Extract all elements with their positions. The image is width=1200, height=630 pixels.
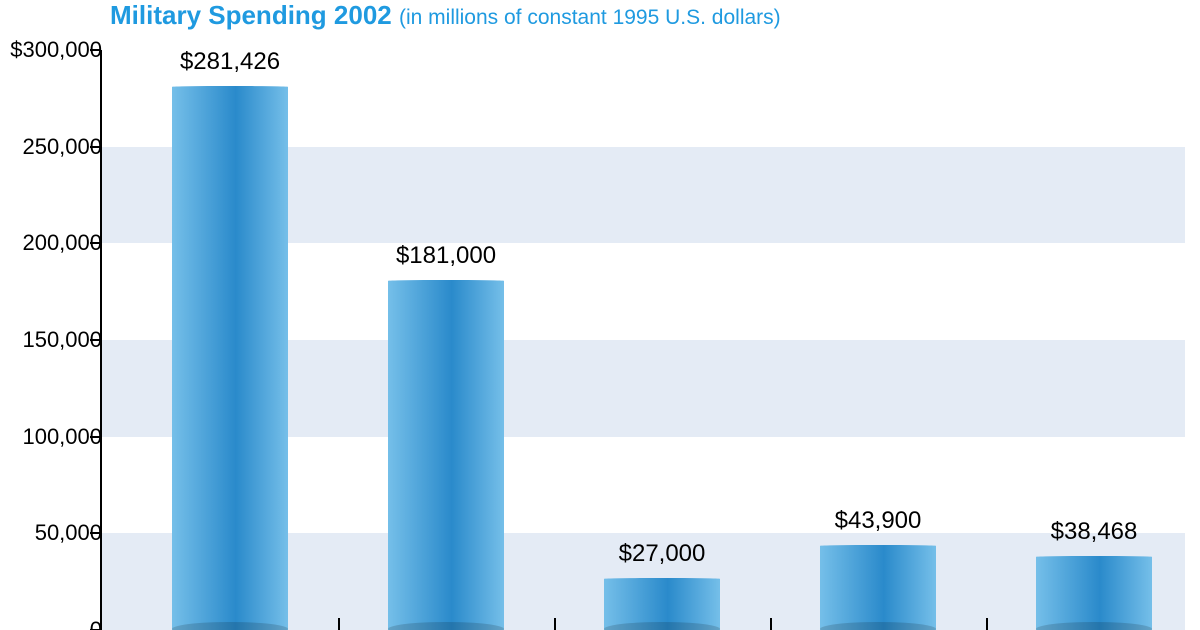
y-axis-tick [90, 339, 100, 341]
bar [388, 280, 504, 630]
chart-title: Military Spending 2002 (in millions of c… [110, 0, 781, 31]
plot-area: $281,426 $181,000 $27,000 $43,900 $38,46… [100, 50, 1185, 630]
bar-value-label: $43,900 [835, 507, 922, 535]
bar-group: $27,000 [604, 578, 720, 630]
bar [604, 578, 720, 630]
bar-value-label: $27,000 [619, 540, 706, 568]
y-axis-tick [90, 242, 100, 244]
bar-value-label: $181,000 [396, 242, 496, 270]
bar-group: $181,000 [388, 280, 504, 630]
bar-group: $281,426 [172, 86, 288, 630]
bar-group: $43,900 [820, 545, 936, 630]
x-axis-tick [554, 618, 556, 630]
bar [820, 545, 936, 630]
bar-value-label: $281,426 [180, 48, 280, 76]
x-axis-tick [770, 618, 772, 630]
y-axis-line [100, 50, 102, 630]
x-axis-tick [338, 618, 340, 630]
chart-title-main: Military Spending 2002 [110, 0, 392, 30]
military-spending-chart: Military Spending 2002 (in millions of c… [0, 0, 1200, 630]
bar-value-label: $38,468 [1051, 518, 1138, 546]
chart-title-sub: (in millions of constant 1995 U.S. dolla… [399, 6, 781, 29]
y-axis-tick [90, 146, 100, 148]
y-axis-tick [90, 436, 100, 438]
bar [172, 86, 288, 630]
bar-group: $38,468 [1036, 556, 1152, 630]
y-axis-tick [90, 532, 100, 534]
x-axis-tick [986, 618, 988, 630]
bar [1036, 556, 1152, 630]
y-axis-tick [90, 49, 100, 51]
y-axis-label: $300,000 [10, 37, 102, 63]
